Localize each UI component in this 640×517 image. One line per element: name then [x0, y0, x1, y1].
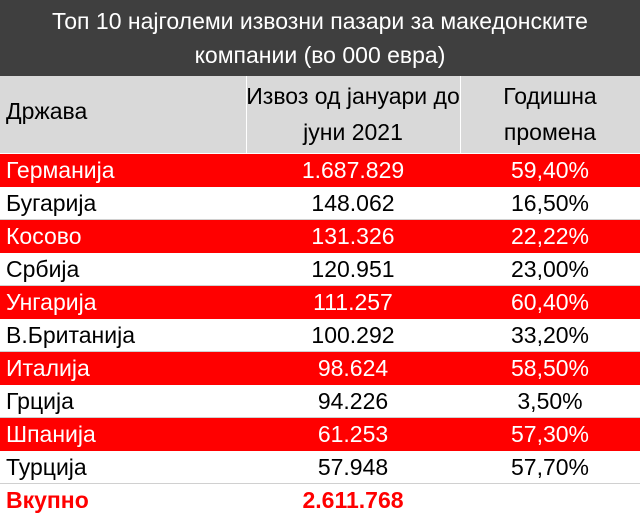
export-value-cell: 94.226 [317, 388, 389, 414]
column-header-change: Годишна промена [503, 83, 597, 145]
table-header: Држава Извоз од јануари до јуни 2021 Год… [0, 76, 640, 154]
table-row: Косово 131.326 22,22% [0, 220, 640, 253]
annual-change-cell: 60,40% [510, 289, 589, 315]
table-row: Германија 1.687.829 59,40% [0, 154, 640, 187]
export-value-cell: 98.624 [317, 355, 389, 381]
export-value-cell: 120.951 [311, 256, 395, 282]
annual-change-cell: 59,40% [510, 157, 589, 183]
row-divider [0, 351, 640, 352]
row-divider [0, 219, 640, 220]
column-header-export: Извоз од јануари до јуни 2021 [246, 83, 460, 145]
country-cell: Шпанија [6, 421, 96, 447]
export-value-cell: 148.062 [311, 190, 395, 216]
table-row: Бугарија 148.062 16,50% [0, 187, 640, 220]
row-divider [0, 417, 640, 418]
table-row: Италија 98.624 58,50% [0, 352, 640, 385]
country-cell: Италија [6, 355, 90, 381]
total-value: 2.611.768 [302, 487, 404, 513]
row-divider [0, 483, 640, 484]
annual-change-cell: 33,20% [510, 322, 589, 348]
table-row: Грција 94.226 3,50% [0, 385, 640, 418]
country-cell: Унгарија [6, 289, 97, 315]
table-row: Турција 57.948 57,70% [0, 451, 640, 484]
export-value-cell: 1.687.829 [301, 157, 405, 183]
country-cell: Грција [6, 388, 74, 414]
country-cell: Германија [6, 157, 115, 183]
country-cell: Србија [6, 256, 80, 282]
export-value-cell: 57.948 [317, 454, 389, 480]
table-row: Србија 120.951 23,00% [0, 253, 640, 286]
country-cell: Турција [6, 454, 87, 480]
table-row: Унгарија 111.257 60,40% [0, 286, 640, 319]
total-label: Вкупно [6, 487, 89, 513]
annual-change-cell: 16,50% [510, 190, 589, 216]
annual-change-cell: 22,22% [510, 223, 589, 249]
export-value-cell: 61.253 [317, 421, 389, 447]
export-value-cell: 111.257 [313, 289, 393, 315]
table-row: В.Британија 100.292 33,20% [0, 319, 640, 352]
annual-change-cell: 58,50% [510, 355, 589, 381]
table-title: Топ 10 најголеми извозни пазари за макед… [0, 0, 640, 76]
row-divider [0, 285, 640, 286]
header-divider [460, 76, 461, 153]
header-divider [246, 76, 247, 153]
country-cell: Бугарија [6, 190, 97, 216]
export-value-cell: 131.326 [311, 223, 395, 249]
country-cell: Косово [6, 223, 82, 249]
annual-change-cell: 57,70% [510, 454, 589, 480]
table-row: Шпанија 61.253 57,30% [0, 418, 640, 451]
country-cell: В.Британија [6, 322, 135, 348]
annual-change-cell: 23,00% [510, 256, 589, 282]
annual-change-cell: 57,30% [510, 421, 589, 447]
total-row: Вкупно 2.611.768 [0, 484, 640, 517]
export-value-cell: 100.292 [311, 322, 395, 348]
column-header-country: Држава [6, 98, 88, 124]
annual-change-cell: 3,50% [517, 388, 583, 414]
